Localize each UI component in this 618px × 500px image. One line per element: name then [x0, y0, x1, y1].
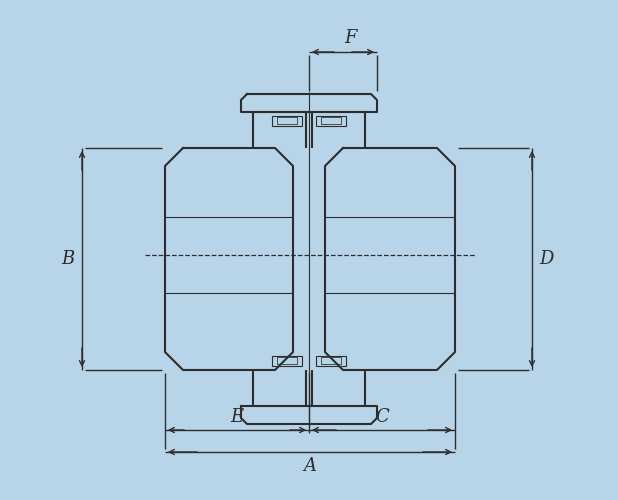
Text: E: E — [231, 408, 243, 426]
Text: A: A — [303, 457, 316, 475]
Text: B: B — [61, 250, 75, 268]
Bar — [316, 356, 346, 366]
Bar — [321, 117, 341, 124]
Bar — [272, 116, 302, 126]
Bar — [272, 356, 302, 366]
Text: F: F — [345, 29, 357, 47]
Text: D: D — [539, 250, 553, 268]
Bar — [277, 117, 297, 124]
Bar — [277, 357, 297, 364]
Text: C: C — [375, 408, 389, 426]
Bar — [321, 357, 341, 364]
Bar — [316, 116, 346, 126]
